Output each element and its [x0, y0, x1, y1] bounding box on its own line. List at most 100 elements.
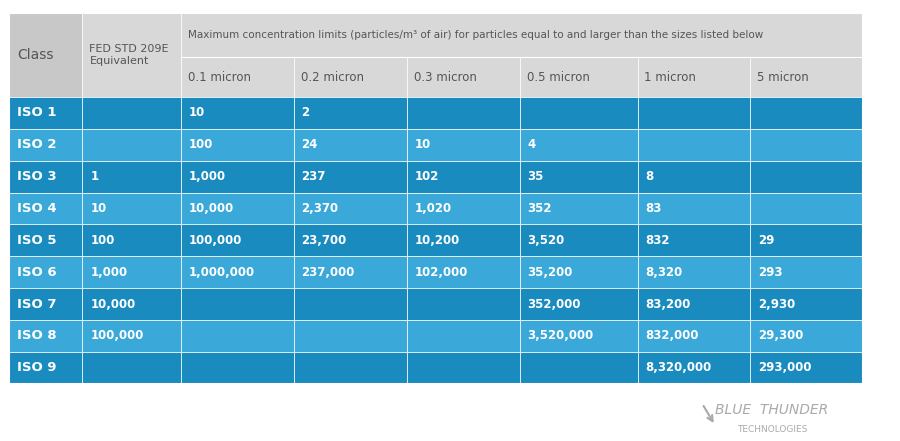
FancyBboxPatch shape: [637, 193, 751, 224]
FancyBboxPatch shape: [407, 97, 519, 129]
Text: 35,200: 35,200: [527, 265, 572, 279]
Text: 0.3 micron: 0.3 micron: [414, 71, 476, 84]
Text: 1,020: 1,020: [415, 202, 452, 215]
FancyBboxPatch shape: [181, 161, 293, 193]
FancyBboxPatch shape: [519, 352, 637, 384]
FancyBboxPatch shape: [293, 57, 407, 97]
FancyBboxPatch shape: [751, 193, 863, 224]
Text: 352,000: 352,000: [527, 298, 581, 310]
FancyBboxPatch shape: [751, 256, 863, 288]
FancyBboxPatch shape: [83, 224, 181, 256]
Text: 10,000: 10,000: [90, 298, 136, 310]
FancyBboxPatch shape: [293, 193, 407, 224]
FancyBboxPatch shape: [9, 224, 83, 256]
FancyBboxPatch shape: [637, 320, 751, 352]
FancyBboxPatch shape: [637, 352, 751, 384]
FancyBboxPatch shape: [637, 57, 751, 97]
Text: TECHNOLOGIES: TECHNOLOGIES: [737, 426, 807, 434]
Text: ISO 1: ISO 1: [16, 106, 56, 120]
Text: 8,320,000: 8,320,000: [645, 361, 712, 374]
FancyBboxPatch shape: [293, 288, 407, 320]
FancyBboxPatch shape: [751, 224, 863, 256]
Text: 4: 4: [527, 138, 536, 151]
FancyBboxPatch shape: [293, 256, 407, 288]
Text: 2,370: 2,370: [302, 202, 338, 215]
Text: 832,000: 832,000: [645, 329, 699, 342]
FancyBboxPatch shape: [181, 288, 293, 320]
Text: 35: 35: [527, 170, 544, 183]
FancyBboxPatch shape: [751, 97, 863, 129]
Text: Class: Class: [17, 48, 54, 62]
FancyBboxPatch shape: [407, 57, 519, 97]
Text: 10: 10: [90, 202, 106, 215]
FancyBboxPatch shape: [9, 13, 83, 97]
Text: ISO 3: ISO 3: [16, 170, 56, 183]
Text: ISO 2: ISO 2: [16, 138, 56, 151]
FancyBboxPatch shape: [519, 320, 637, 352]
FancyBboxPatch shape: [519, 288, 637, 320]
FancyBboxPatch shape: [83, 256, 181, 288]
Text: 293,000: 293,000: [759, 361, 812, 374]
Text: 0.2 micron: 0.2 micron: [301, 71, 364, 84]
Text: 29,300: 29,300: [759, 329, 804, 342]
FancyBboxPatch shape: [519, 129, 637, 161]
Text: 10,000: 10,000: [188, 202, 234, 215]
FancyBboxPatch shape: [83, 193, 181, 224]
FancyBboxPatch shape: [9, 288, 83, 320]
FancyBboxPatch shape: [751, 288, 863, 320]
FancyBboxPatch shape: [293, 129, 407, 161]
Text: 10: 10: [188, 106, 205, 120]
FancyBboxPatch shape: [637, 129, 751, 161]
FancyBboxPatch shape: [83, 129, 181, 161]
FancyBboxPatch shape: [519, 57, 637, 97]
FancyBboxPatch shape: [407, 193, 519, 224]
FancyBboxPatch shape: [751, 57, 863, 97]
Text: ISO 9: ISO 9: [16, 361, 56, 374]
Text: 0.1 micron: 0.1 micron: [187, 71, 250, 84]
Text: 10: 10: [415, 138, 431, 151]
FancyBboxPatch shape: [181, 320, 293, 352]
Text: 1,000,000: 1,000,000: [188, 265, 255, 279]
FancyBboxPatch shape: [181, 256, 293, 288]
FancyBboxPatch shape: [181, 224, 293, 256]
Text: 2: 2: [302, 106, 310, 120]
FancyBboxPatch shape: [9, 97, 83, 129]
FancyBboxPatch shape: [9, 256, 83, 288]
Text: BLUE  THUNDER: BLUE THUNDER: [716, 403, 829, 417]
FancyBboxPatch shape: [83, 320, 181, 352]
FancyBboxPatch shape: [9, 129, 83, 161]
FancyBboxPatch shape: [181, 13, 863, 57]
Text: 3,520: 3,520: [527, 234, 564, 247]
FancyBboxPatch shape: [407, 320, 519, 352]
FancyBboxPatch shape: [407, 256, 519, 288]
Text: 2,930: 2,930: [759, 298, 796, 310]
FancyBboxPatch shape: [83, 13, 181, 97]
Text: 1: 1: [90, 170, 98, 183]
FancyBboxPatch shape: [519, 256, 637, 288]
FancyBboxPatch shape: [519, 193, 637, 224]
FancyBboxPatch shape: [637, 256, 751, 288]
FancyBboxPatch shape: [637, 224, 751, 256]
Text: 293: 293: [759, 265, 783, 279]
FancyBboxPatch shape: [407, 288, 519, 320]
FancyBboxPatch shape: [637, 97, 751, 129]
FancyBboxPatch shape: [181, 352, 293, 384]
Text: 100: 100: [188, 138, 213, 151]
FancyBboxPatch shape: [181, 129, 293, 161]
Text: 8: 8: [645, 170, 653, 183]
FancyBboxPatch shape: [293, 224, 407, 256]
Text: 10,200: 10,200: [415, 234, 460, 247]
Text: ISO 4: ISO 4: [16, 202, 56, 215]
FancyBboxPatch shape: [407, 161, 519, 193]
FancyBboxPatch shape: [407, 352, 519, 384]
FancyBboxPatch shape: [293, 320, 407, 352]
FancyBboxPatch shape: [9, 352, 83, 384]
FancyBboxPatch shape: [83, 161, 181, 193]
Text: 3,520,000: 3,520,000: [527, 329, 594, 342]
FancyBboxPatch shape: [407, 224, 519, 256]
FancyBboxPatch shape: [293, 352, 407, 384]
Text: 5 micron: 5 micron: [758, 71, 809, 84]
Text: ISO 6: ISO 6: [16, 265, 56, 279]
Text: 83: 83: [645, 202, 662, 215]
Text: 102,000: 102,000: [415, 265, 468, 279]
